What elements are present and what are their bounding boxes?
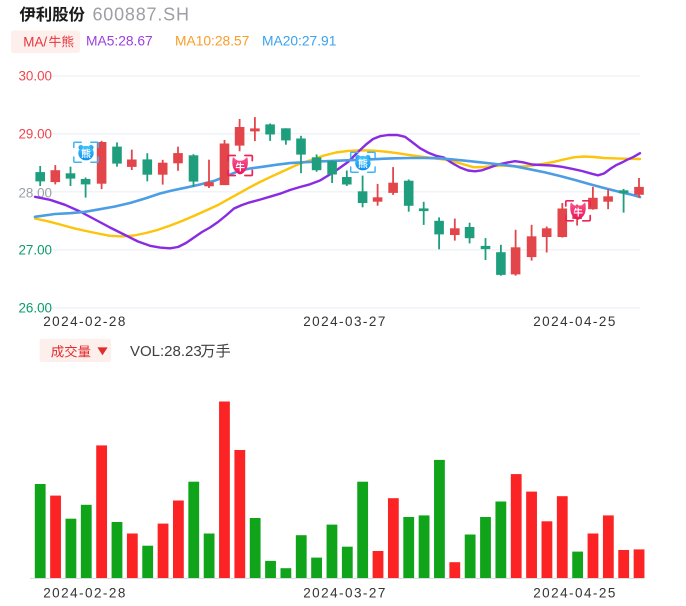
svg-text:MA/: MA/ bbox=[23, 34, 47, 49]
svg-text:MA5:28.67: MA5:28.67 bbox=[86, 34, 153, 49]
svg-text:29.00: 29.00 bbox=[18, 126, 52, 141]
svg-text:30.00: 30.00 bbox=[18, 68, 52, 83]
svg-text:600887.SH: 600887.SH bbox=[93, 4, 190, 24]
svg-text:2024-04-25: 2024-04-25 bbox=[533, 314, 617, 329]
svg-text:2024-02-28: 2024-02-28 bbox=[43, 314, 127, 329]
svg-text:2024-04-25: 2024-04-25 bbox=[533, 586, 617, 601]
svg-text:VOL:28.23: VOL:28.23 bbox=[130, 343, 202, 360]
svg-text:2024-03-27: 2024-03-27 bbox=[303, 586, 387, 601]
svg-text:26.00: 26.00 bbox=[18, 301, 52, 316]
svg-text:2024-03-27: 2024-03-27 bbox=[303, 314, 387, 329]
svg-text:MA20:27.91: MA20:27.91 bbox=[262, 34, 336, 49]
svg-text:27.00: 27.00 bbox=[18, 243, 52, 258]
svg-text:28.00: 28.00 bbox=[18, 185, 52, 200]
svg-text:MA10:28.57: MA10:28.57 bbox=[175, 34, 249, 49]
svg-text:2024-02-28: 2024-02-28 bbox=[43, 586, 127, 601]
